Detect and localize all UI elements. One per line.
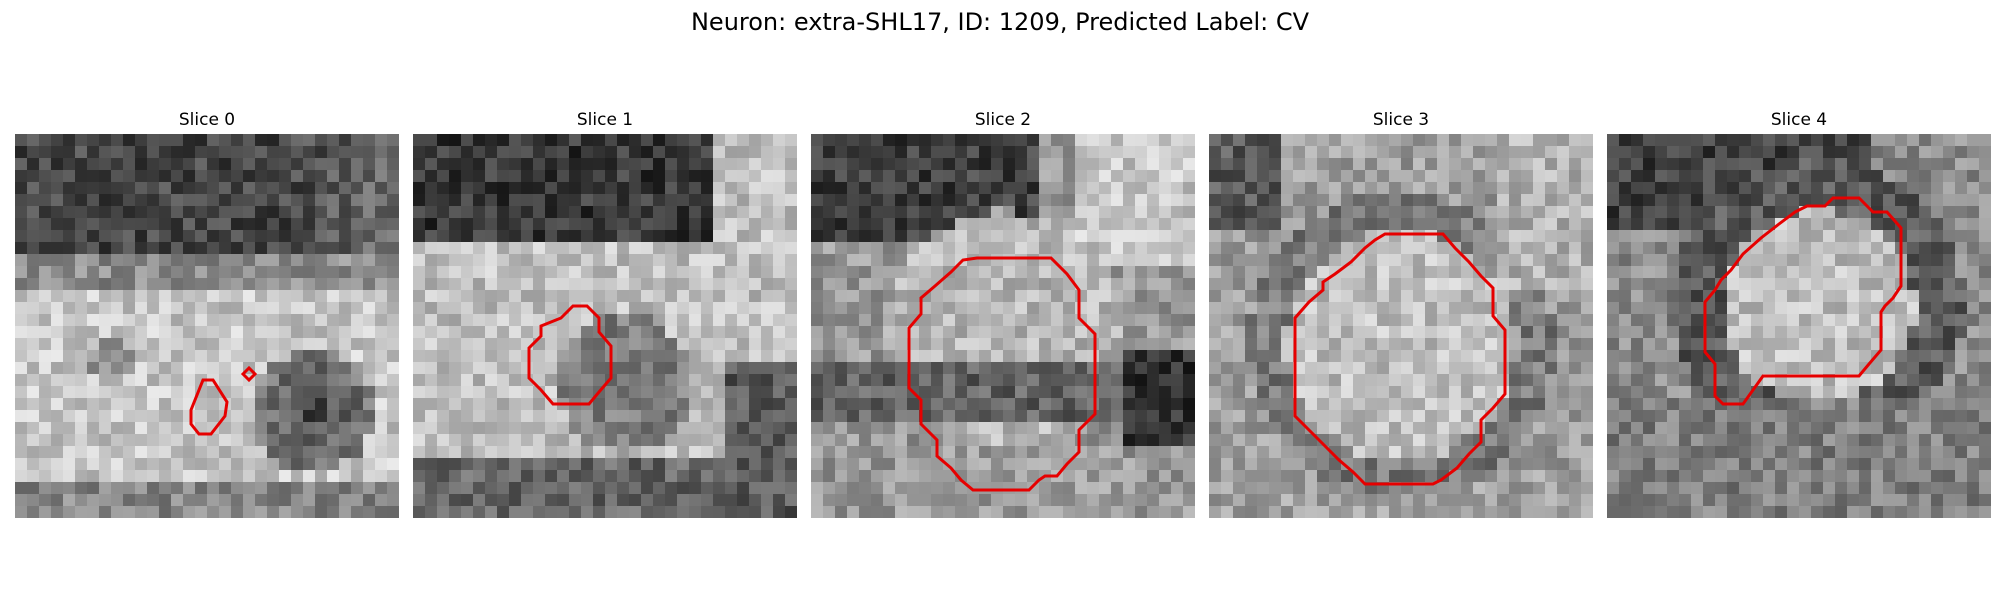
roi-contour-0b — [240, 365, 258, 383]
roi-contour-1 — [527, 304, 613, 406]
slice-image-4 — [1607, 134, 1991, 518]
slice-image-2 — [811, 134, 1195, 518]
microscopy-pixels-3 — [1209, 134, 1593, 518]
slice-panel-2: Slice 2 — [811, 108, 1195, 518]
roi-contour-0 — [189, 378, 229, 436]
roi-contour-4 — [1703, 196, 1903, 406]
slice-panel-3: Slice 3 — [1209, 108, 1593, 518]
roi-contour-2 — [907, 256, 1097, 492]
microscopy-pixels-2 — [811, 134, 1195, 518]
slice-panel-4: Slice 4 — [1607, 108, 1991, 518]
slice-title-1: Slice 1 — [576, 110, 634, 130]
microscopy-pixels-1 — [413, 134, 797, 518]
slice-svg-1 — [413, 134, 797, 518]
slice-title-4: Slice 4 — [1770, 110, 1828, 130]
slice-title-0: Slice 0 — [178, 110, 236, 130]
microscopy-pixels-0 — [15, 134, 399, 518]
slice-panel-1: Slice 1 — [413, 108, 797, 518]
slice-title-2: Slice 2 — [974, 110, 1032, 130]
slice-svg-2 — [811, 134, 1195, 518]
slice-svg-3 — [1209, 134, 1593, 518]
slice-image-0 — [15, 134, 399, 518]
slice-image-1 — [413, 134, 797, 518]
slice-panel-0: Slice 0 — [15, 108, 399, 518]
slice-svg-4 — [1607, 134, 1991, 518]
slice-image-3 — [1209, 134, 1593, 518]
roi-contour-3 — [1293, 232, 1507, 486]
microscopy-pixels-4 — [1607, 134, 1991, 518]
figure-title: Neuron: extra-SHL17, ID: 1209, Predicted… — [690, 8, 1310, 36]
slice-title-3: Slice 3 — [1372, 110, 1430, 130]
slice-svg-0 — [15, 134, 399, 518]
